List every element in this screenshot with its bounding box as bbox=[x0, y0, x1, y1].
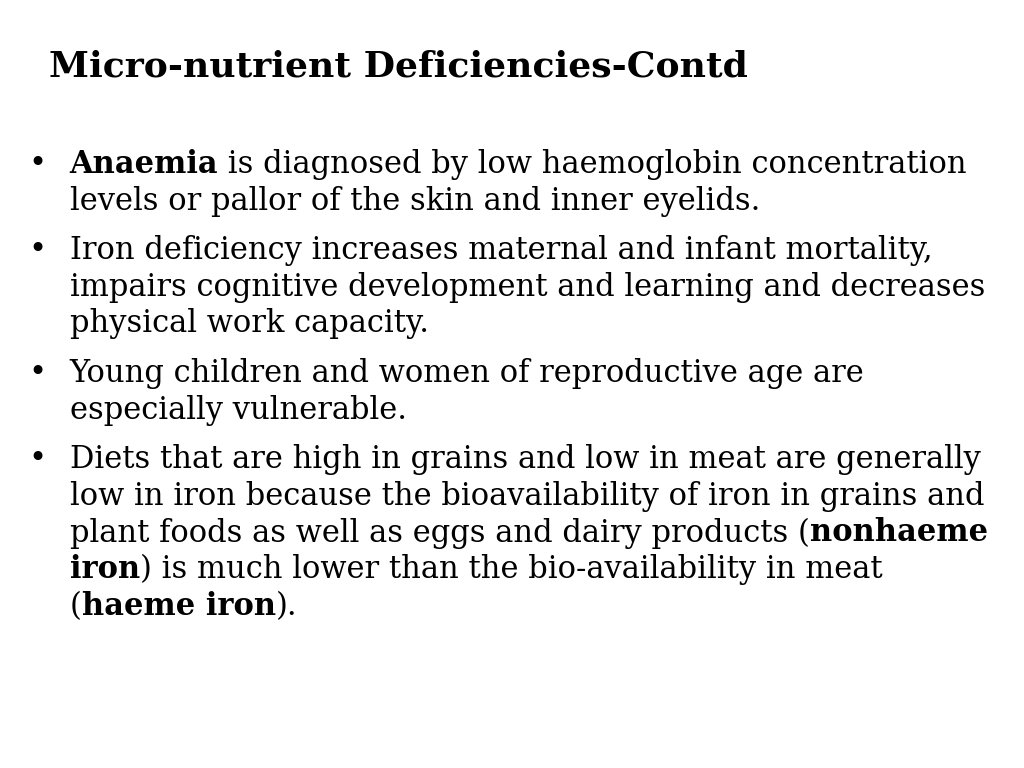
Text: physical work capacity.: physical work capacity. bbox=[70, 309, 429, 339]
Text: (: ( bbox=[70, 591, 82, 621]
Text: levels or pallor of the skin and inner eyelids.: levels or pallor of the skin and inner e… bbox=[70, 186, 760, 217]
Text: •: • bbox=[29, 149, 47, 180]
Text: plant foods as well as eggs and dairy products (: plant foods as well as eggs and dairy pr… bbox=[70, 518, 810, 548]
Text: Anaemia: Anaemia bbox=[70, 149, 218, 180]
Text: low in iron because the bioavailability of iron in grains and: low in iron because the bioavailability … bbox=[70, 481, 984, 511]
Text: Diets that are high in grains and low in meat are generally: Diets that are high in grains and low in… bbox=[70, 444, 981, 475]
Text: Young children and women of reproductive age are: Young children and women of reproductive… bbox=[70, 358, 864, 389]
Text: haeme iron: haeme iron bbox=[82, 591, 275, 621]
Text: •: • bbox=[29, 358, 47, 389]
Text: ) is much lower than the bio-availability in meat: ) is much lower than the bio-availabilit… bbox=[140, 554, 883, 585]
Text: iron: iron bbox=[70, 554, 140, 585]
Text: especially vulnerable.: especially vulnerable. bbox=[70, 395, 407, 425]
Text: is diagnosed by low haemoglobin concentration: is diagnosed by low haemoglobin concentr… bbox=[218, 149, 967, 180]
Text: Micro-nutrient Deficiencies-Contd: Micro-nutrient Deficiencies-Contd bbox=[49, 50, 748, 84]
Text: •: • bbox=[29, 235, 47, 266]
Text: impairs cognitive development and learning and decreases: impairs cognitive development and learni… bbox=[70, 272, 985, 303]
Text: •: • bbox=[29, 444, 47, 475]
Text: ).: ). bbox=[275, 591, 297, 621]
Text: Iron deficiency increases maternal and infant mortality,: Iron deficiency increases maternal and i… bbox=[70, 235, 932, 266]
Text: nonhaeme: nonhaeme bbox=[810, 518, 987, 548]
